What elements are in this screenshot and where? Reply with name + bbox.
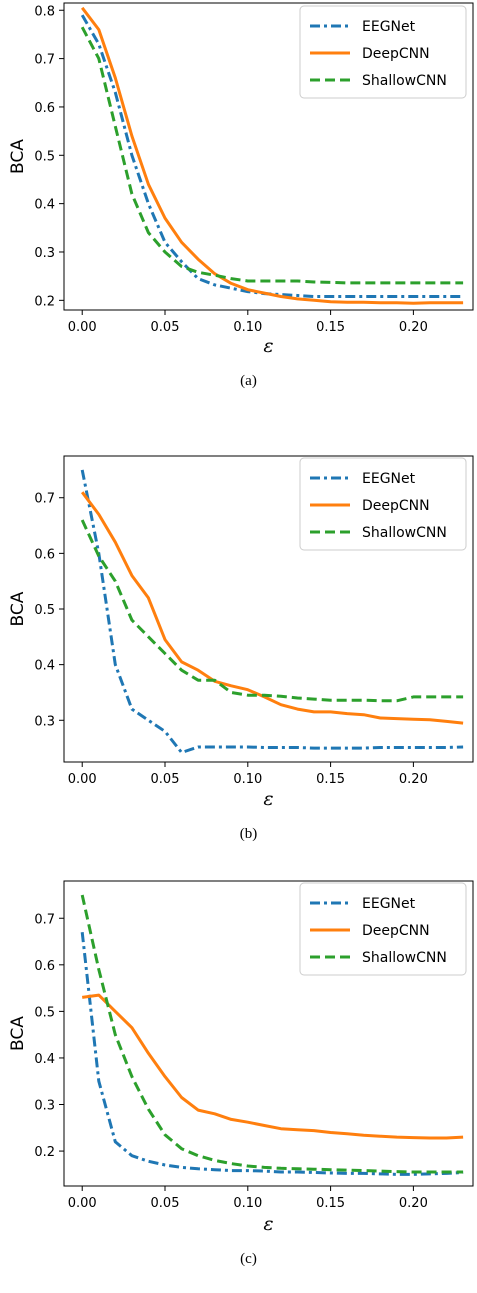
legend-label-shallowcnn: ShallowCNN bbox=[362, 73, 447, 89]
y-tick-label: 0.3 bbox=[34, 1099, 55, 1114]
y-tick-label: 0.6 bbox=[34, 547, 55, 562]
legend: EEGNet DeepCNN ShallowCNN bbox=[299, 5, 467, 99]
x-tick-label: 0.05 bbox=[151, 772, 180, 787]
panel-caption: (c) bbox=[240, 1251, 257, 1267]
y-tick-label: 0.5 bbox=[34, 149, 55, 164]
series-line-eegnet bbox=[80, 14, 464, 298]
y-tick-label: 0.4 bbox=[34, 198, 55, 213]
series-line-shallowcnn bbox=[80, 894, 464, 1174]
x-tick-label: 0.15 bbox=[316, 772, 345, 787]
x-tick-label: 0.15 bbox=[316, 1196, 345, 1211]
x-axis-label: ε bbox=[263, 788, 273, 810]
legend-label-shallowcnn: ShallowCNN bbox=[362, 950, 447, 966]
y-tick-label: 0.8 bbox=[34, 4, 55, 19]
x-tick-label: 0.15 bbox=[316, 320, 345, 335]
x-tick-label: 0.20 bbox=[399, 320, 428, 335]
legend-label-eegnet: EEGNet bbox=[362, 896, 416, 912]
plot-frame bbox=[63, 880, 474, 1187]
plot-frame bbox=[63, 2, 474, 311]
legend-label-deepcnn: DeepCNN bbox=[362, 46, 430, 62]
y-tick-label: 0.7 bbox=[34, 53, 55, 68]
series-lines bbox=[80, 469, 464, 754]
legend-box bbox=[299, 457, 467, 551]
legend-box bbox=[299, 882, 467, 976]
legend-label-deepcnn: DeepCNN bbox=[362, 498, 430, 514]
y-axis-label: BCA bbox=[8, 1016, 28, 1051]
x-tick-label: 0.20 bbox=[399, 772, 428, 787]
series-lines bbox=[80, 894, 464, 1176]
y-tick-label: 0.2 bbox=[34, 1145, 55, 1160]
y-tick-label: 0.6 bbox=[34, 101, 55, 116]
x-axis-label: ε bbox=[263, 335, 273, 357]
series-line-deepcnn bbox=[81, 993, 464, 1140]
chart-panel-c: 0.00 0.05 0.10 0.15 0.20 0.2 0.3 0.4 0.5 0.6 0.7 BC… bbox=[8, 880, 474, 1267]
panel-caption: (a) bbox=[240, 373, 257, 389]
legend-label-eegnet: EEGNet bbox=[362, 19, 416, 35]
chart-panel-b: 0.00 0.05 0.10 0.15 0.20 0.3 0.4 0.5 0.6 0.7 BCA ε (… bbox=[8, 455, 474, 842]
x-tick-label: 0.05 bbox=[151, 320, 180, 335]
y-tick-label: 0.7 bbox=[34, 492, 55, 507]
x-tick-label: 0.10 bbox=[233, 1196, 262, 1211]
x-tick-label: 0.00 bbox=[68, 1196, 97, 1211]
x-tick-label: 0.00 bbox=[68, 320, 97, 335]
x-tick-label: 0.05 bbox=[151, 1196, 180, 1211]
legend: EEGNet DeepCNN ShallowCNN bbox=[299, 457, 467, 551]
y-axis-label: BCA bbox=[8, 139, 28, 174]
y-tick-label: 0.7 bbox=[34, 912, 55, 927]
y-axis-label: BCA bbox=[8, 591, 28, 626]
legend: EEGNet DeepCNN ShallowCNN bbox=[299, 882, 467, 976]
series-lines bbox=[80, 6, 464, 305]
y-tick-label: 0.4 bbox=[34, 1052, 55, 1067]
x-axis-label: ε bbox=[263, 1213, 273, 1235]
legend-label-shallowcnn: ShallowCNN bbox=[362, 525, 447, 541]
chart-panel-a: 0.00 0.05 0.10 0.15 0.20 0.2 0.3 0.4 0.5 0.6 0.7 0.… bbox=[8, 2, 474, 389]
y-tick-label: 0.3 bbox=[34, 714, 55, 729]
y-tick-label: 0.6 bbox=[34, 959, 55, 974]
x-tick-label: 0.10 bbox=[233, 320, 262, 335]
y-tick-label: 0.5 bbox=[34, 603, 55, 618]
series-line-shallowcnn bbox=[80, 26, 464, 285]
y-tick-label: 0.5 bbox=[34, 1005, 55, 1020]
y-tick-label: 0.3 bbox=[34, 246, 55, 261]
x-tick-label: 0.10 bbox=[233, 772, 262, 787]
legend-label-eegnet: EEGNet bbox=[362, 471, 416, 487]
y-tick-label: 0.2 bbox=[34, 294, 55, 309]
legend-box bbox=[299, 5, 467, 99]
legend-label-deepcnn: DeepCNN bbox=[362, 923, 430, 939]
series-line-shallowcnn bbox=[80, 519, 464, 703]
y-tick-label: 0.4 bbox=[34, 659, 55, 674]
series-line-eegnet bbox=[80, 469, 464, 754]
x-tick-label: 0.00 bbox=[68, 772, 97, 787]
series-line-deepcnn bbox=[81, 6, 464, 305]
series-line-deepcnn bbox=[80, 491, 464, 725]
x-tick-label: 0.20 bbox=[399, 1196, 428, 1211]
panel-caption: (b) bbox=[240, 826, 258, 842]
